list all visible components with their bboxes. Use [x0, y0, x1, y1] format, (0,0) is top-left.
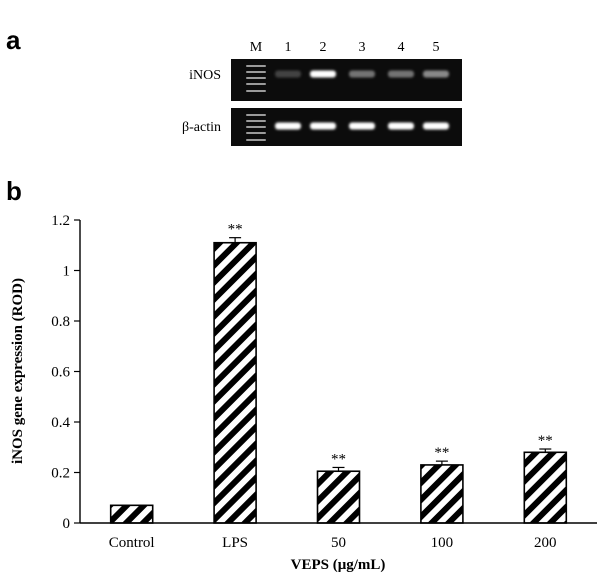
gel-image: M 1 2 3 4 5 iNOS β-actin: [182, 40, 462, 146]
lane-label: 1: [285, 40, 292, 55]
lane-label: 4: [398, 40, 405, 55]
y-tick-label: 0.4: [51, 415, 70, 431]
bar: [523, 451, 568, 524]
bar: [109, 504, 154, 524]
gel-row-label: β-actin: [182, 120, 221, 135]
gel-band: [423, 122, 449, 130]
panel-b-label: b: [6, 176, 22, 206]
panel-a-label: a: [6, 25, 21, 55]
marker-band: [246, 120, 266, 122]
marker-band: [246, 139, 266, 141]
x-tick-label: Control: [109, 535, 155, 551]
gel-band: [349, 122, 375, 130]
marker-band: [246, 132, 266, 134]
lane-label: 2: [320, 40, 327, 55]
lane-label: 3: [359, 40, 366, 55]
bars: ** ** ** **: [109, 222, 568, 524]
x-tick-label: 200: [534, 535, 557, 551]
gel-band: [310, 122, 336, 130]
marker-band: [246, 65, 266, 67]
gel-band: [388, 70, 414, 78]
y-tick-label: 0.2: [51, 466, 70, 482]
lane-label: M: [250, 40, 263, 55]
marker-band: [246, 114, 266, 116]
y-tick-label: 0: [63, 516, 71, 532]
y-axis-ticks: 0 0.2 0.4 0.6 0.8 1 1.2: [51, 213, 80, 532]
y-tick-label: 0.6: [51, 365, 70, 381]
significance-marker: **: [434, 445, 449, 461]
y-tick-label: 1: [63, 264, 71, 280]
bar: [213, 241, 257, 524]
marker-band: [246, 83, 266, 85]
marker-band: [246, 126, 266, 128]
x-axis-title: VEPS (μg/mL): [291, 557, 386, 573]
significance-marker: **: [538, 433, 553, 449]
significance-marker: **: [228, 222, 243, 238]
gel-band: [349, 70, 375, 78]
y-axis-title: iNOS gene expression (ROD): [10, 278, 26, 464]
bar: [316, 470, 361, 524]
y-tick-label: 0.8: [51, 314, 70, 330]
bar: [420, 464, 464, 524]
gel-band: [275, 122, 301, 130]
gel-band: [388, 122, 414, 130]
y-tick-label: 1.2: [51, 213, 70, 229]
gel-band: [275, 70, 301, 78]
x-tick-label: LPS: [222, 535, 248, 551]
gel-strip: [231, 59, 462, 101]
marker-band: [246, 77, 266, 79]
marker-band: [246, 71, 266, 73]
x-tick-label: 50: [331, 535, 346, 551]
significance-marker: **: [331, 451, 346, 467]
gel-row-label: iNOS: [189, 68, 221, 83]
bar-chart: 0 0.2 0.4 0.6 0.8 1 1.2 ** ** ** ** Control LPS 50 1…: [10, 213, 597, 573]
gel-band: [423, 70, 449, 78]
marker-band: [246, 90, 266, 92]
x-axis-ticks: Control LPS 50 100 200: [109, 535, 557, 551]
lane-label: 5: [433, 40, 440, 55]
gel-band: [310, 70, 336, 78]
x-tick-label: 100: [431, 535, 454, 551]
